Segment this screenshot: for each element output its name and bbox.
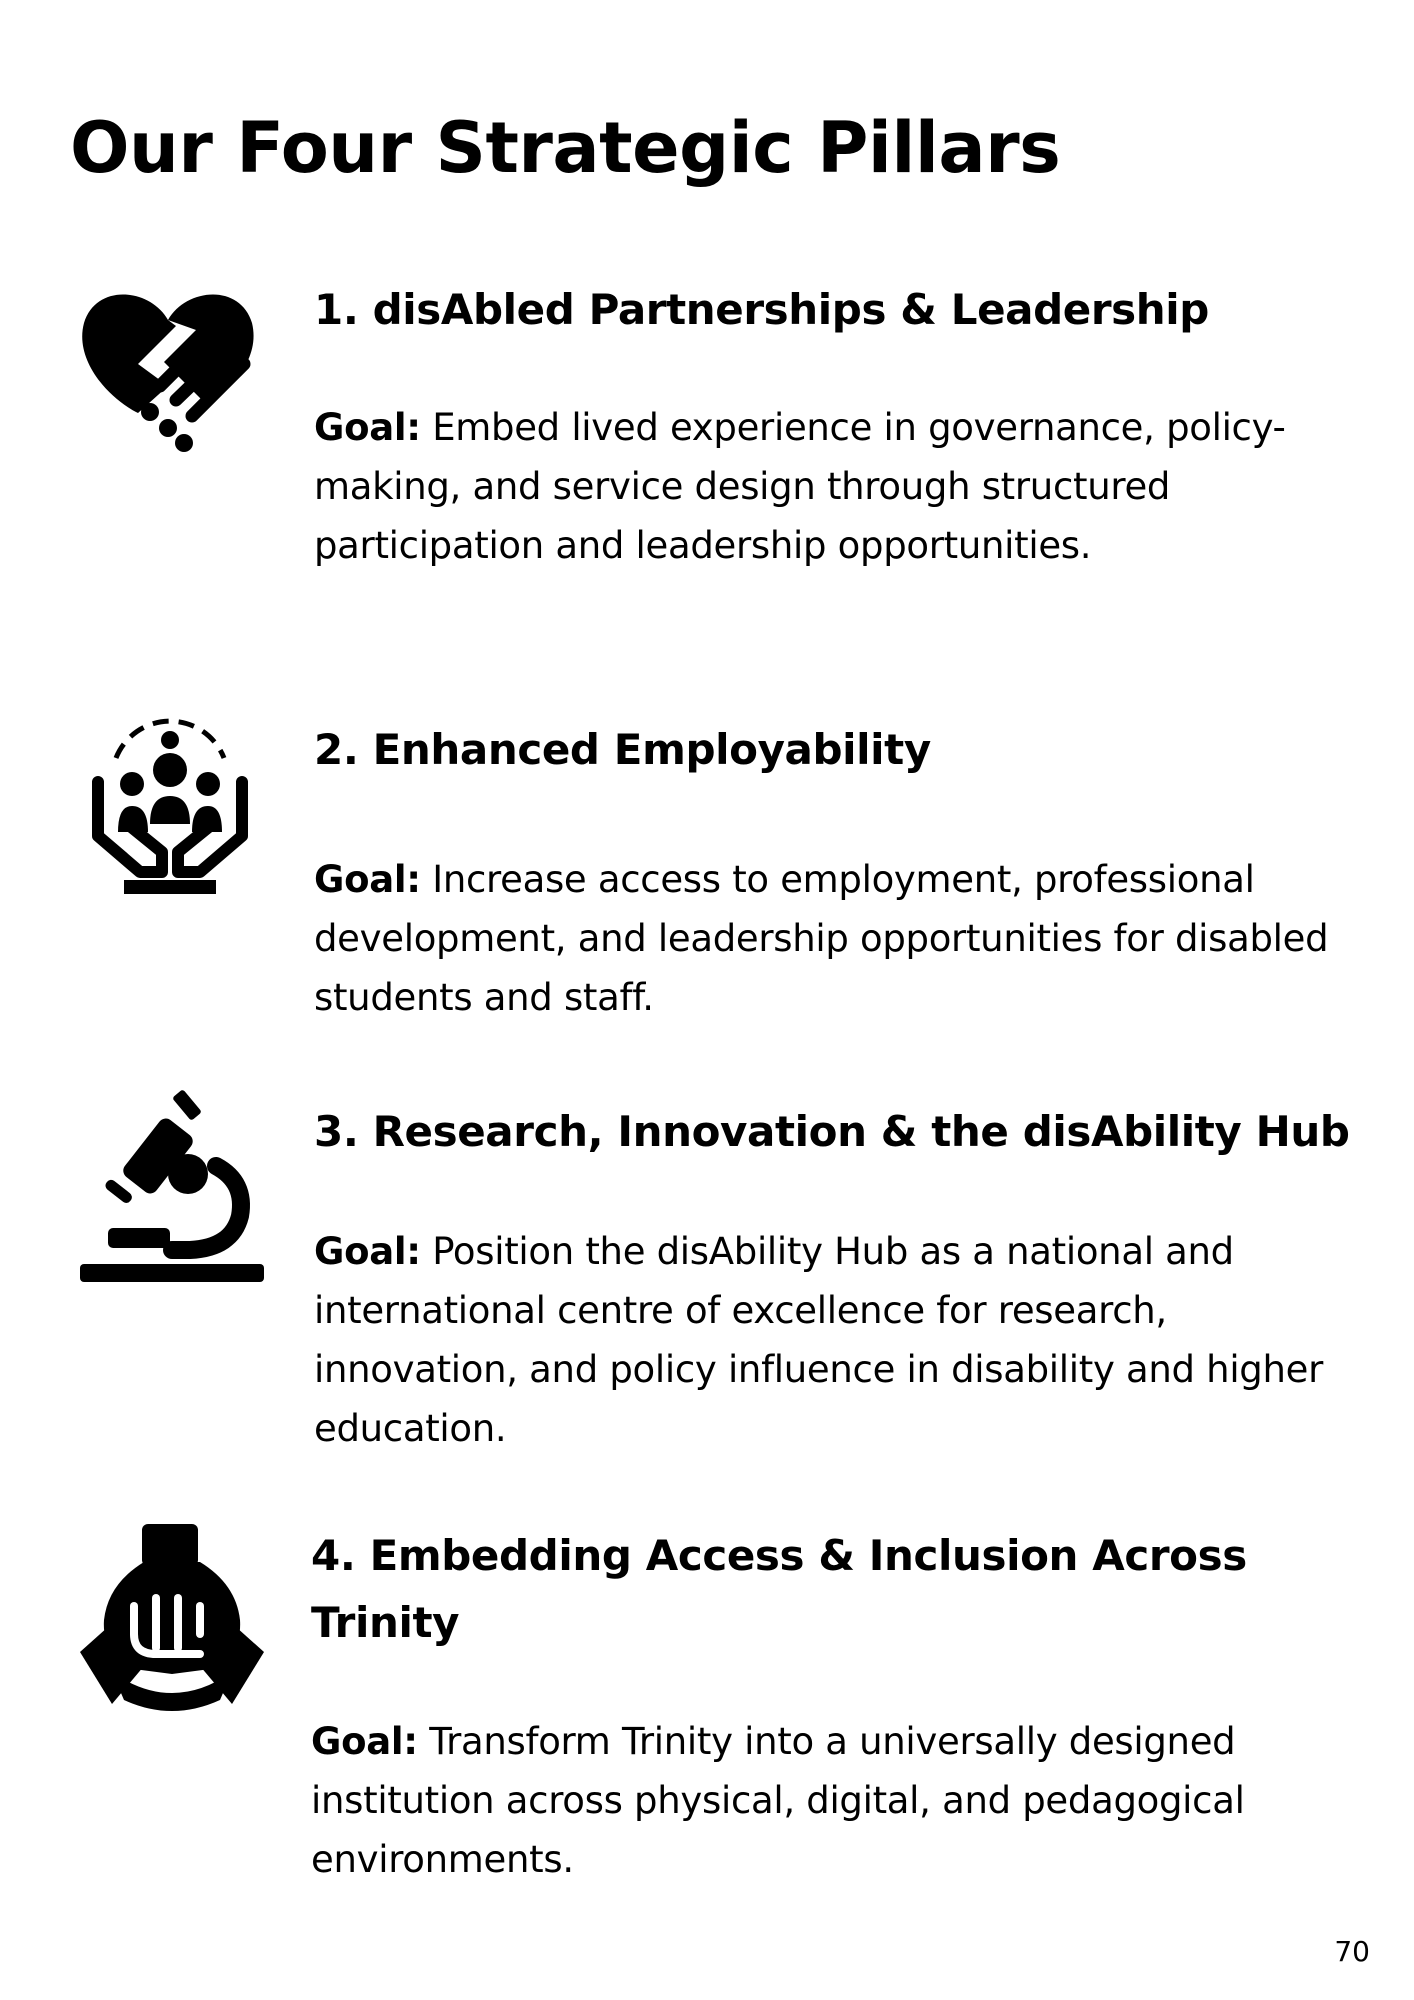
goal-text: Embed lived experience in governance, po…	[314, 406, 1286, 567]
pillar-heading: 3. Research, Innovation & the disAbility…	[314, 1107, 1350, 1156]
pillar-heading: 4. Embedding Access & Inclusion Across T…	[311, 1531, 1247, 1647]
goal-text: Position the disAbility Hub as a nationa…	[314, 1230, 1324, 1450]
goal-text: Transform Trinity into a universally des…	[311, 1720, 1245, 1881]
hands-supporting-people-icon	[70, 712, 270, 912]
goal-text: Increase access to employment, professio…	[314, 858, 1329, 1019]
heart-handshake-icon	[68, 268, 268, 468]
goal-label: Goal:	[314, 858, 421, 901]
goal-label: Goal:	[314, 406, 421, 449]
pillar-heading: 1. disAbled Partnerships & Leadership	[314, 285, 1209, 334]
pillar-goal: Goal: Transform Trinity into a universal…	[311, 1712, 1391, 1889]
stacked-hands-icon	[72, 1522, 272, 1722]
goal-label: Goal:	[314, 1230, 421, 1273]
page-title: Our Four Strategic Pillars	[70, 107, 1061, 189]
goal-label: Goal:	[311, 1720, 418, 1763]
pillar-goal: Goal: Position the disAbility Hub as a n…	[314, 1222, 1374, 1458]
pillar-heading: 2. Enhanced Employability	[314, 725, 931, 774]
pillar-goal: Goal: Embed lived experience in governan…	[314, 398, 1334, 575]
microscope-icon	[72, 1088, 272, 1288]
page-number: 70	[1334, 1935, 1370, 1968]
pillar-goal: Goal: Increase access to employment, pro…	[314, 850, 1334, 1027]
